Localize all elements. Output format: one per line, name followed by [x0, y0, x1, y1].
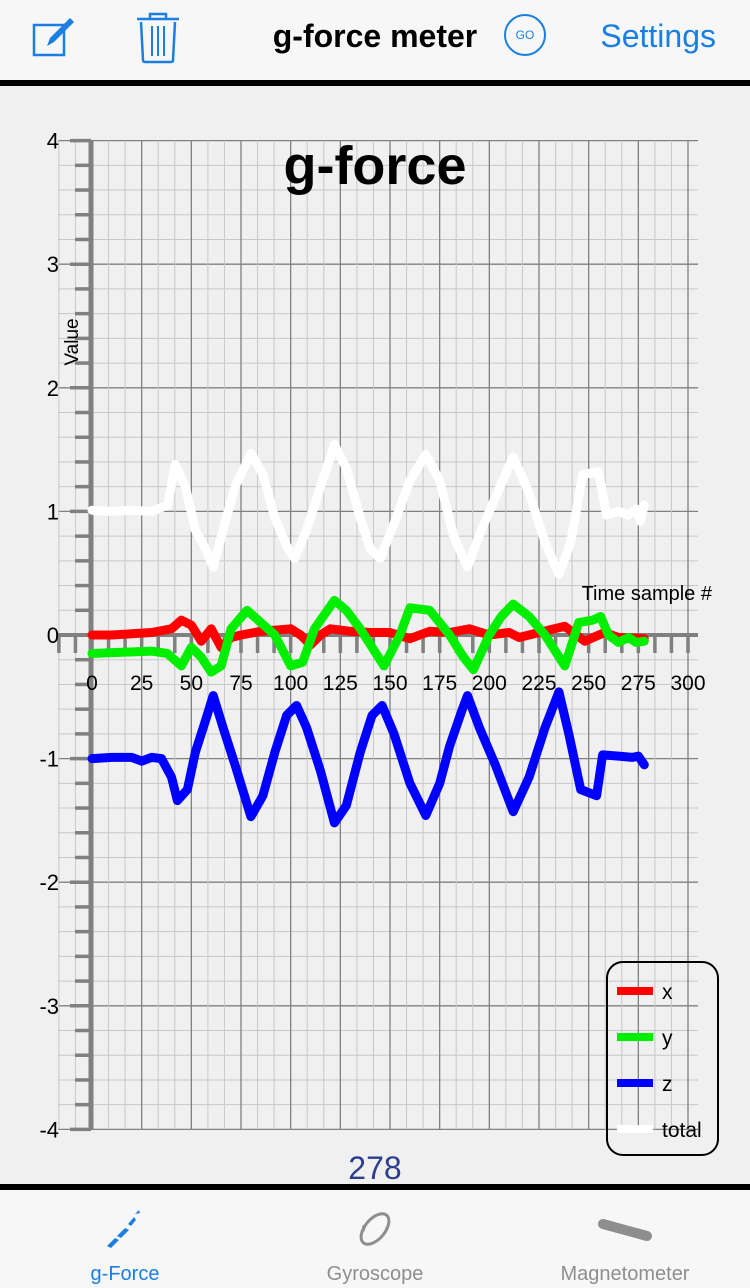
y-tick-label: 3 — [47, 252, 59, 277]
x-tick-label: 300 — [670, 672, 705, 695]
series-line-x — [87, 615, 649, 652]
legend-label-y: y — [662, 1027, 673, 1050]
x-axis-label: Time sample # — [582, 583, 713, 605]
trash-icon[interactable] — [135, 12, 181, 69]
tab-gyroscope[interactable]: Gyroscope — [250, 1190, 500, 1288]
chart-legend: xyz total — [606, 961, 719, 1156]
x-tick-label: 275 — [621, 672, 656, 695]
legend-swatch-total — [617, 1125, 653, 1133]
legend-label-z: z — [662, 1073, 673, 1096]
compose-icon[interactable] — [30, 12, 80, 67]
y-tick-label: 4 — [47, 129, 59, 154]
gforce-icon — [107, 1210, 140, 1248]
legend-label-x: x — [662, 981, 673, 1004]
navigation-bar: g-force meter GO Settings — [0, 0, 750, 80]
x-tick-label: 75 — [229, 672, 252, 695]
x-tick-label: 125 — [323, 672, 358, 695]
legend-swatch-z — [617, 1079, 653, 1087]
y-tick-label: 1 — [47, 499, 59, 524]
chart-title: g-force — [283, 136, 466, 196]
x-tick-label: 200 — [472, 672, 507, 695]
legend-label-total: total — [662, 1119, 702, 1142]
tab-label: Magnetometer — [560, 1263, 690, 1285]
y-tick-label: -2 — [39, 870, 59, 895]
tab-label: Gyroscope — [326, 1263, 424, 1285]
tab-label: g-Force — [90, 1263, 160, 1285]
chart-canvas: 4 3 2 1 0 -1 -2 -3 -4 0 25 50 75 100 125 150 175 200 225 25… — [39, 129, 719, 1156]
legend-box — [606, 961, 719, 1156]
x-tick-label: 100 — [273, 672, 308, 695]
y-tick-label: -3 — [39, 994, 59, 1019]
y-tick-label: 0 — [47, 623, 59, 648]
x-tick-label: 0 — [86, 672, 98, 695]
sample-counter: 278 — [348, 1150, 402, 1186]
gyroscope-icon — [359, 1212, 391, 1246]
divider — [0, 80, 750, 86]
legend-swatch-x — [617, 987, 653, 995]
tab-g-force[interactable]: g-Force — [0, 1190, 250, 1288]
divider — [0, 1184, 750, 1190]
legend-swatch-y — [617, 1033, 653, 1041]
series-line-total — [87, 440, 649, 579]
g-force-chart: 4 3 2 1 0 -1 -2 -3 -4 0 25 50 75 100 125 150 175 200 225 25… — [0, 86, 750, 1184]
go-button[interactable]: GO — [504, 14, 546, 56]
magnetometer-icon — [598, 1219, 652, 1241]
y-tick-label: 2 — [47, 376, 59, 401]
tab-bar: g-Force Gyroscope Magnetometer — [0, 1190, 750, 1288]
series-line-z — [87, 687, 649, 828]
x-tick-label: 225 — [521, 672, 556, 695]
y-tick-label: -4 — [39, 1117, 59, 1142]
y-tick-label: -1 — [39, 747, 59, 772]
x-tick-label: 150 — [372, 672, 407, 695]
x-tick-label: 175 — [422, 672, 457, 695]
y-axis-label: Value — [62, 318, 83, 365]
x-tick-label: 250 — [571, 672, 606, 695]
x-tick-label: 50 — [180, 672, 203, 695]
series-line-y — [87, 595, 649, 677]
x-tick-label: 25 — [130, 672, 153, 695]
page-title: g-force meter — [272, 18, 478, 54]
tab-magnetometer[interactable]: Magnetometer — [500, 1190, 750, 1288]
settings-button[interactable]: Settings — [600, 18, 716, 54]
